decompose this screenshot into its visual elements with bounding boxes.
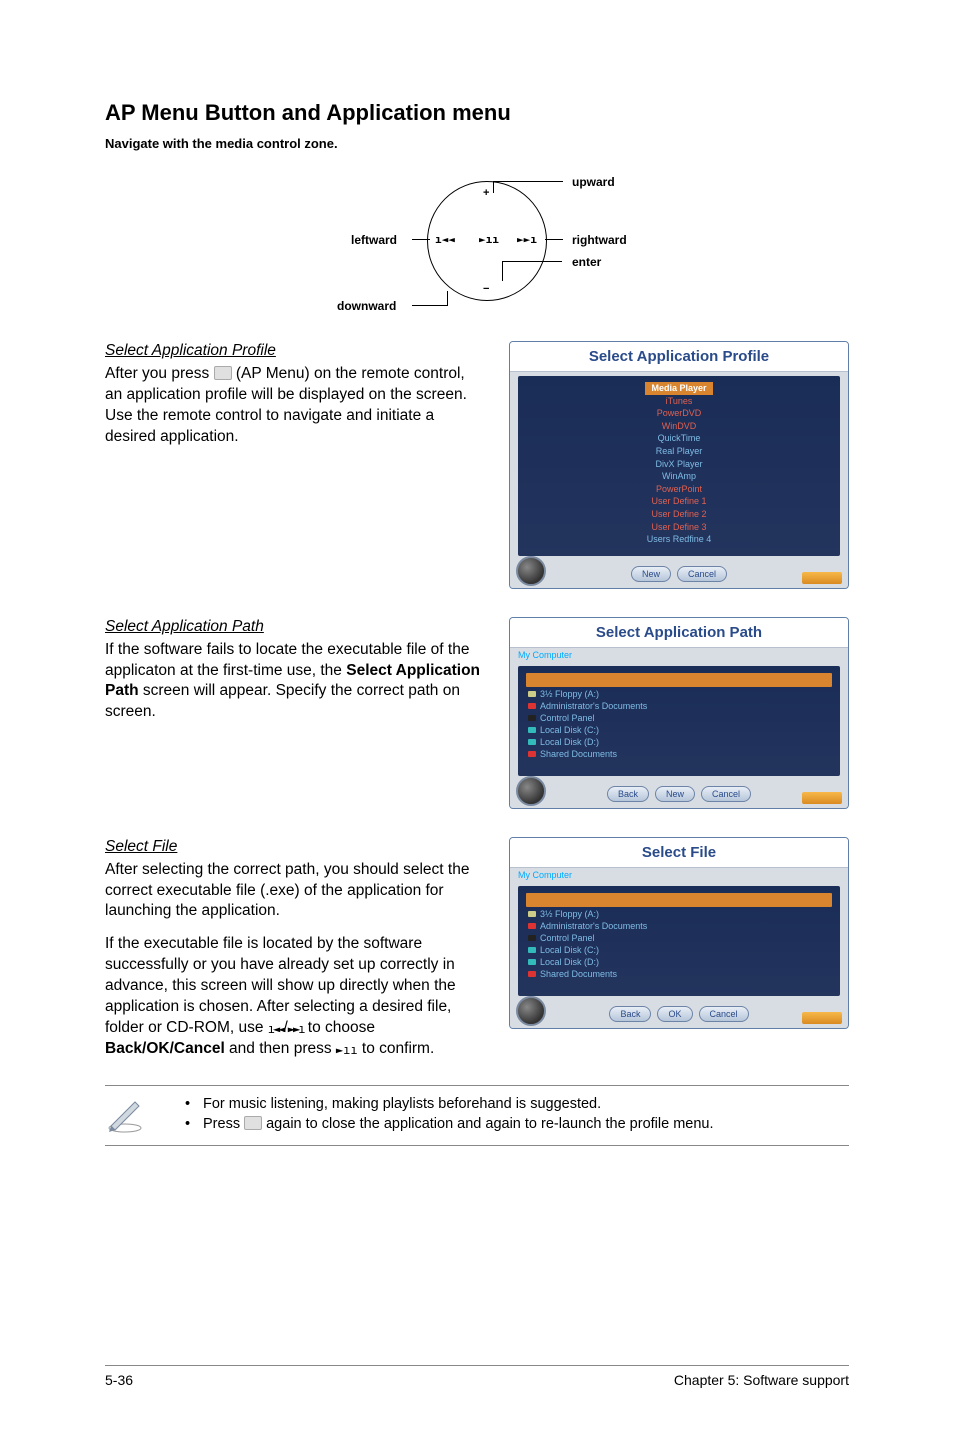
note-item-2: Press again to close the application and… [185,1114,714,1134]
page-footer: 5-36 Chapter 5: Software support [105,1365,849,1388]
note-item-1: For music listening, making playlists be… [185,1094,714,1114]
new-button[interactable]: New [631,566,671,582]
list-item[interactable]: WinAmp [662,471,696,481]
list-item[interactable]: 3½ Floppy (A:) [526,908,832,920]
play-glyph: ►ıı [479,233,499,246]
note-block: For music listening, making playlists be… [105,1085,849,1146]
label-enter: enter [572,255,601,269]
list-item[interactable]: Shared Documents [526,968,832,980]
panel-app-path: Select Application Path My Computer 3½ F… [509,617,849,809]
label-upward: upward [572,175,615,189]
list-item[interactable]: Administrator's Documents [526,700,832,712]
next-icon: ►►ı [288,1021,304,1037]
panel2-crumb: My Computer [510,648,848,662]
list-item[interactable]: Control Panel [526,712,832,724]
list-item[interactable]: WinDVD [662,421,697,431]
panel-app-profile: Select Application Profile Media Player … [509,341,849,589]
play-icon: ►ıı [336,1042,358,1058]
list-item[interactable]: QuickTime [658,433,701,443]
list-item[interactable]: Local Disk (D:) [526,956,832,968]
section3-p1: After selecting the correct path, you sh… [105,860,484,923]
prev-glyph: ı◄◄ [435,233,455,246]
apmenu-icon [214,366,232,380]
brand-badge [802,572,842,584]
cancel-button[interactable]: Cancel [677,566,727,582]
list-item[interactable]: iTunes [666,396,693,406]
list-item[interactable]: DivX Player [655,459,702,469]
dial-icon [516,776,546,806]
brand-badge [802,792,842,804]
brand-badge [802,1012,842,1024]
ok-button[interactable]: OK [657,1006,692,1022]
panel3-selected[interactable] [526,893,832,907]
list-item[interactable]: Administrator's Documents [526,920,832,932]
minus-glyph: − [483,283,489,295]
list-item[interactable]: Local Disk (C:) [526,944,832,956]
section3-title: Select File [105,837,484,858]
new-button[interactable]: New [655,786,695,802]
dial-icon [516,996,546,1026]
panel3-title: Select File [510,838,848,868]
dial-icon [516,556,546,586]
label-leftward: leftward [351,233,397,247]
section2-body: If the software fails to locate the exec… [105,640,484,724]
pencil-icon [105,1094,145,1134]
list-item[interactable]: User Define 1 [651,496,706,506]
section2-title: Select Application Path [105,617,484,638]
section3-p2: If the executable file is located by the… [105,934,484,1060]
section1-title: Select Application Profile [105,341,484,362]
nav-diagram: + − ı◄◄ ►ıı ►►ı upward rightward enter l… [105,171,849,311]
panel1-title: Select Application Profile [510,342,848,372]
page-number: 5-36 [105,1372,133,1388]
list-item[interactable]: User Define 2 [651,509,706,519]
cancel-button[interactable]: Cancel [699,1006,749,1022]
back-button[interactable]: Back [609,1006,651,1022]
plus-glyph: + [483,187,489,199]
label-downward: downward [337,299,396,313]
list-item[interactable]: Control Panel [526,932,832,944]
back-button[interactable]: Back [607,786,649,802]
section1-body: After you press (AP Menu) on the remote … [105,364,484,448]
cancel-button[interactable]: Cancel [701,786,751,802]
panel-select-file: Select File My Computer 3½ Floppy (A:) A… [509,837,849,1029]
list-item[interactable]: 3½ Floppy (A:) [526,688,832,700]
prev-icon: ı◄◄ [268,1021,284,1037]
label-rightward: rightward [572,233,627,247]
next-glyph: ►►ı [517,233,537,246]
panel1-selected[interactable]: Media Player [645,382,712,395]
page-title: AP Menu Button and Application menu [105,100,849,126]
page-subtitle: Navigate with the media control zone. [105,136,849,151]
panel2-selected[interactable] [526,673,832,687]
list-item[interactable]: Shared Documents [526,748,832,760]
panel2-title: Select Application Path [510,618,848,648]
panel3-crumb: My Computer [510,868,848,882]
list-item[interactable]: Local Disk (D:) [526,736,832,748]
list-item[interactable]: PowerPoint [656,484,702,494]
list-item[interactable]: Users Redfine 4 [647,534,712,544]
list-item[interactable]: PowerDVD [657,408,702,418]
list-item[interactable]: Local Disk (C:) [526,724,832,736]
chapter-label: Chapter 5: Software support [674,1372,849,1388]
apmenu-icon [244,1116,262,1130]
list-item[interactable]: User Define 3 [651,522,706,532]
list-item[interactable]: Real Player [656,446,703,456]
